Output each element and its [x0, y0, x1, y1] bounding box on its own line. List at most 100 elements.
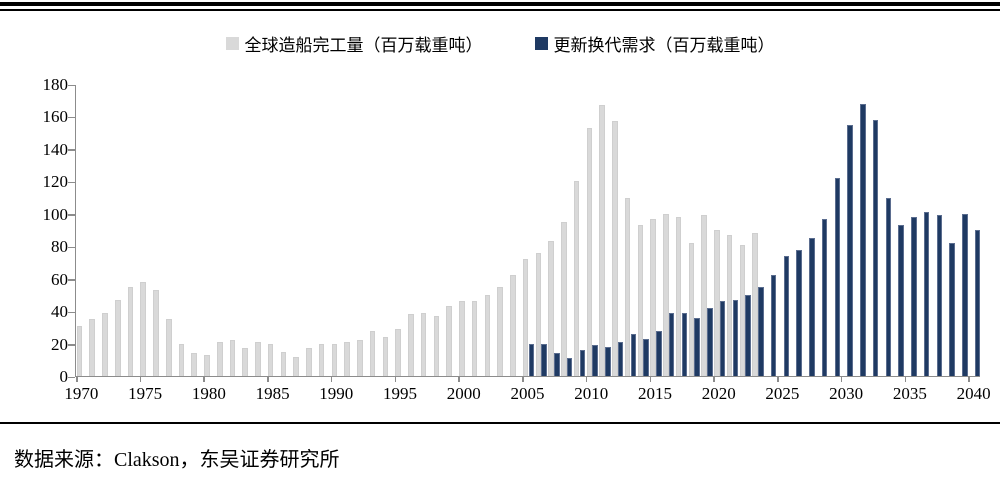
bar-replacement-2007: [554, 353, 560, 376]
bar-completions-2011: [599, 105, 605, 376]
y-tick-label: 100: [42, 204, 69, 224]
bar-completions-1980: [204, 354, 210, 376]
bar-replacement-2030: [847, 124, 853, 376]
legend-label-replacement: 更新换代需求（百万载重吨）: [553, 36, 775, 55]
bar-replacement-2035: [911, 217, 917, 376]
bar-completions-2016: [663, 213, 669, 376]
x-axis-tick: [330, 376, 333, 382]
x-axis-tick: [585, 376, 588, 382]
legend-item-replacement: 更新换代需求（百万载重吨）: [534, 31, 775, 56]
bar-replacement-2013: [630, 333, 637, 376]
bar-completions-2012: [612, 121, 618, 376]
bar-completions-1986: [280, 351, 287, 376]
bar-completions-2020: [714, 230, 720, 376]
bar-replacement-2009: [579, 350, 586, 376]
bar-replacement-2027: [809, 238, 815, 376]
bar-completions-1996: [408, 314, 414, 376]
bar-completions-1974: [127, 286, 134, 376]
x-tick-label: 1995: [383, 384, 418, 403]
bar-completions-2003: [497, 286, 503, 376]
x-axis-tick: [649, 376, 652, 382]
y-axis-tick: [68, 149, 75, 151]
bar-completions-2019: [701, 215, 707, 376]
x-tick-label: 1985: [255, 384, 290, 403]
x-axis-tick: [203, 376, 205, 382]
bar-completions-1990: [331, 343, 338, 376]
bar-replacement-2018: [694, 317, 700, 376]
figure-top-rule-thick: [0, 2, 1000, 6]
y-tick-label: 40: [51, 302, 68, 322]
y-tick-label: 80: [51, 237, 68, 257]
bar-replacement-2031: [860, 103, 866, 376]
bar-completions-1992: [357, 340, 363, 376]
bar-completions-1979: [191, 353, 197, 376]
x-axis-tick: [840, 376, 843, 382]
bar-completions-2022: [739, 244, 746, 376]
y-tick-label: 180: [42, 75, 69, 94]
y-axis-tick: [68, 116, 75, 119]
bar-completions-1972: [102, 312, 108, 376]
bar-completions-1989: [318, 343, 325, 376]
bar-completions-2001: [471, 301, 478, 376]
bar-completions-1988: [306, 348, 312, 376]
bar-replacement-2022: [745, 294, 751, 376]
bar-replacement-2037: [936, 215, 943, 376]
bar-replacement-2012: [617, 341, 624, 376]
x-tick-label: 2020: [701, 384, 736, 403]
bar-replacement-2005: [528, 343, 535, 376]
y-axis-tick: [68, 376, 75, 378]
bar-replacement-2019: [707, 307, 713, 376]
bar-replacement-2038: [949, 243, 955, 376]
bar-completions-1975: [140, 281, 147, 376]
bar-replacement-2033: [885, 197, 892, 376]
bar-completions-1982: [229, 340, 236, 376]
bar-replacement-2021: [732, 299, 739, 376]
x-axis-tick: [777, 376, 779, 382]
bar-completions-2002: [484, 294, 491, 376]
bar-replacement-2011: [605, 346, 611, 376]
x-tick-label: 1990: [319, 384, 354, 403]
bar-completions-2004: [510, 275, 516, 376]
bar-completions-1993: [369, 330, 376, 376]
bar-completions-1984: [255, 341, 261, 376]
bar-completions-1971: [89, 319, 96, 376]
plot-area: [68, 84, 981, 382]
y-axis-tick: [68, 311, 75, 314]
figure-bottom-rule: [0, 422, 1000, 424]
legend-marker-replacement-icon: [534, 37, 548, 50]
bar-completions-1999: [446, 306, 452, 376]
bar-completions-1998: [433, 316, 440, 376]
bar-completions-2018: [688, 243, 695, 376]
bar-completions-2017: [675, 217, 682, 376]
bar-completions-1983: [242, 348, 248, 376]
x-axis-tick: [139, 376, 142, 382]
x-axis-tick: [267, 376, 269, 382]
y-tick-label: 160: [42, 107, 69, 127]
bar-replacement-2020: [719, 301, 726, 376]
bar-completions-2014: [637, 225, 644, 376]
bar-completions-1978: [178, 343, 185, 376]
bar-replacement-2028: [821, 218, 828, 376]
x-tick-label: 1970: [64, 384, 99, 403]
bar-replacement-2036: [923, 212, 930, 376]
y-axis-tick: [68, 84, 75, 86]
bar-replacement-2040: [974, 230, 981, 376]
bar-completions-2005: [522, 259, 529, 376]
bar-completions-2013: [624, 197, 631, 376]
x-tick-label: 1975: [128, 384, 163, 403]
bar-completions-2015: [650, 218, 656, 376]
legend-item-completions: 全球造船完工量（百万载重吨）: [225, 31, 483, 56]
source-note: 数据来源：Clakson，东吴证券研究所: [14, 449, 340, 471]
x-tick-label: 1980: [191, 384, 226, 403]
bar-replacement-2008: [566, 358, 573, 376]
bar-replacement-2016: [668, 312, 675, 376]
y-tick-label: 60: [51, 269, 68, 289]
y-axis-tick: [68, 181, 75, 184]
x-tick-label: 2010: [574, 384, 609, 403]
y-tick-label: 140: [42, 139, 69, 159]
y-tick-label: 120: [42, 172, 69, 192]
legend: 全球造船完工量（百万载重吨） 更新换代需求（百万载重吨）: [0, 31, 1000, 56]
bar-completions-2007: [548, 241, 554, 376]
bar-completions-1991: [344, 341, 350, 376]
x-tick-label: 2000: [446, 384, 481, 403]
